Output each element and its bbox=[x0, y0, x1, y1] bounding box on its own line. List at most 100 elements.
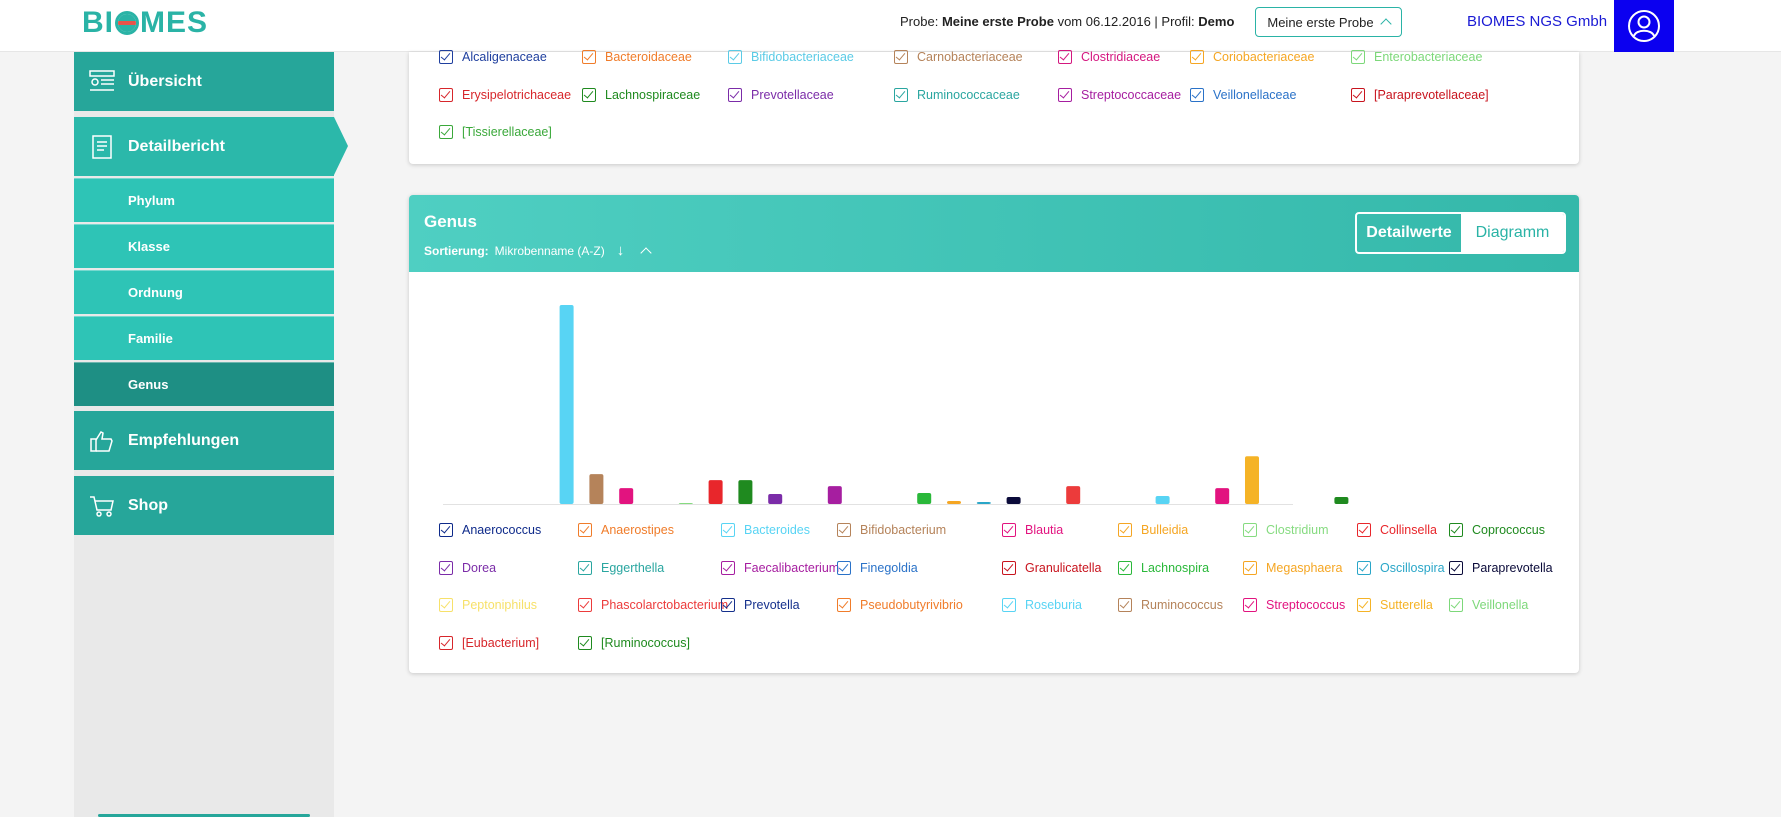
legend-item[interactable]: [Ruminococcus] bbox=[578, 635, 690, 650]
checkbox-checked-icon[interactable] bbox=[894, 87, 908, 102]
checkbox-checked-icon[interactable] bbox=[1351, 50, 1365, 64]
checkbox-checked-icon[interactable] bbox=[578, 560, 592, 575]
legend-item[interactable]: [Tissierellaceae] bbox=[439, 125, 552, 139]
checkbox-checked-icon[interactable] bbox=[1002, 560, 1016, 575]
legend-item[interactable]: Dorea bbox=[439, 560, 496, 575]
checkbox-checked-icon[interactable] bbox=[439, 50, 453, 64]
bar-blautia[interactable] bbox=[619, 488, 634, 504]
sidebar-sub-familie[interactable]: Familie bbox=[74, 316, 334, 360]
sidebar-item-detailbericht[interactable]: Detailbericht bbox=[74, 117, 348, 176]
bar-lachnospira[interactable] bbox=[917, 493, 932, 504]
legend-item[interactable]: Oscillospira bbox=[1357, 560, 1445, 575]
bar-faecalibacterium[interactable] bbox=[827, 486, 842, 504]
legend-item[interactable]: Erysipelotrichaceae bbox=[439, 87, 571, 102]
checkbox-checked-icon[interactable] bbox=[439, 560, 453, 575]
bar-clostridium[interactable] bbox=[678, 503, 693, 504]
legend-item[interactable]: Prevotella bbox=[721, 598, 800, 612]
legend-item[interactable]: Granulicatella bbox=[1002, 560, 1101, 575]
chevron-up-icon[interactable] bbox=[640, 246, 652, 259]
checkbox-checked-icon[interactable] bbox=[721, 560, 735, 575]
bar-phascolarctobacterium[interactable] bbox=[1066, 486, 1081, 504]
bar-megasphaera[interactable] bbox=[947, 501, 961, 504]
biomes-logo[interactable]: BI MES bbox=[82, 6, 209, 39]
legend-item[interactable]: Streptococcaceae bbox=[1058, 87, 1181, 102]
checkbox-checked-icon[interactable] bbox=[1058, 87, 1072, 102]
checkbox-checked-icon[interactable] bbox=[1118, 560, 1132, 575]
checkbox-checked-icon[interactable] bbox=[1118, 598, 1132, 612]
bar-ruminococcus[interactable] bbox=[1334, 497, 1349, 504]
checkbox-checked-icon[interactable] bbox=[1449, 598, 1463, 612]
checkbox-checked-icon[interactable] bbox=[728, 87, 742, 102]
checkbox-checked-icon[interactable] bbox=[1449, 560, 1463, 575]
legend-item[interactable]: Veillonellaceae bbox=[1190, 87, 1296, 102]
legend-item[interactable]: Ruminococcus bbox=[1118, 598, 1223, 612]
checkbox-checked-icon[interactable] bbox=[1118, 523, 1132, 537]
checkbox-checked-icon[interactable] bbox=[1243, 598, 1257, 612]
checkbox-checked-icon[interactable] bbox=[837, 523, 851, 537]
company-name[interactable]: BIOMES NGS Gmbh bbox=[1467, 13, 1608, 30]
legend-item[interactable]: Lachnospira bbox=[1118, 560, 1209, 575]
legend-item[interactable]: Coprococcus bbox=[1449, 523, 1545, 537]
legend-item[interactable]: Peptoniphilus bbox=[439, 598, 537, 612]
bar-paraprevotella[interactable] bbox=[1006, 497, 1021, 504]
legend-item[interactable]: Alcaligenaceae bbox=[439, 50, 547, 64]
sidebar-item-shop[interactable]: Shop bbox=[74, 476, 334, 535]
sidebar-item-uebersicht[interactable]: Übersicht bbox=[74, 52, 334, 111]
bar-sutterella[interactable] bbox=[1245, 456, 1259, 504]
checkbox-checked-icon[interactable] bbox=[578, 598, 592, 612]
checkbox-checked-icon[interactable] bbox=[1357, 523, 1371, 537]
checkbox-checked-icon[interactable] bbox=[1058, 50, 1072, 64]
legend-item[interactable]: Finegoldia bbox=[837, 560, 918, 575]
checkbox-checked-icon[interactable] bbox=[1449, 523, 1463, 537]
checkbox-checked-icon[interactable] bbox=[1002, 598, 1016, 612]
checkbox-checked-icon[interactable] bbox=[1243, 523, 1257, 537]
checkbox-checked-icon[interactable] bbox=[582, 87, 596, 102]
checkbox-checked-icon[interactable] bbox=[894, 50, 908, 64]
sidebar-sub-genus[interactable]: Genus bbox=[74, 362, 334, 406]
legend-item[interactable]: Roseburia bbox=[1002, 598, 1082, 612]
legend-item[interactable]: Bacteroides bbox=[721, 523, 810, 537]
legend-item[interactable]: Streptococcus bbox=[1243, 598, 1345, 612]
checkbox-checked-icon[interactable] bbox=[1190, 87, 1204, 102]
bar-streptococcus[interactable] bbox=[1215, 488, 1230, 504]
checkbox-checked-icon[interactable] bbox=[1243, 560, 1257, 575]
legend-item[interactable]: Clostridiaceae bbox=[1058, 50, 1160, 64]
checkbox-checked-icon[interactable] bbox=[1357, 560, 1371, 575]
legend-item[interactable]: Lachnospiraceae bbox=[582, 87, 700, 102]
checkbox-checked-icon[interactable] bbox=[439, 125, 453, 139]
checkbox-checked-icon[interactable] bbox=[439, 523, 453, 537]
sidebar-item-empfehlungen[interactable]: Empfehlungen bbox=[74, 411, 334, 470]
legend-item[interactable]: Anaerostipes bbox=[578, 523, 674, 537]
legend-item[interactable]: Collinsella bbox=[1357, 523, 1437, 537]
checkbox-checked-icon[interactable] bbox=[1002, 523, 1016, 537]
legend-item[interactable]: Paraprevotella bbox=[1449, 560, 1553, 575]
checkbox-checked-icon[interactable] bbox=[728, 50, 742, 64]
legend-item[interactable]: Coriobacteriaceae bbox=[1190, 50, 1314, 64]
legend-item[interactable]: Phascolarctobacterium bbox=[578, 598, 728, 612]
checkbox-checked-icon[interactable] bbox=[721, 598, 735, 612]
checkbox-checked-icon[interactable] bbox=[439, 598, 453, 612]
checkbox-checked-icon[interactable] bbox=[439, 635, 453, 650]
legend-item[interactable]: [Paraprevotellaceae] bbox=[1351, 87, 1489, 102]
bar-dorea[interactable] bbox=[768, 494, 783, 504]
legend-item[interactable]: Eggerthella bbox=[578, 560, 664, 575]
checkbox-checked-icon[interactable] bbox=[1351, 87, 1365, 102]
legend-item[interactable]: Sutterella bbox=[1357, 598, 1433, 612]
legend-item[interactable]: Ruminococcaceae bbox=[894, 87, 1020, 102]
bar-bacteroides[interactable] bbox=[559, 305, 574, 504]
sidebar-sub-phylum[interactable]: Phylum bbox=[74, 178, 334, 222]
legend-item[interactable]: Pseudobutyrivibrio bbox=[837, 598, 963, 612]
legend-item[interactable]: Bulleidia bbox=[1118, 523, 1188, 537]
sidebar-sub-ordnung[interactable]: Ordnung bbox=[74, 270, 334, 314]
legend-item[interactable]: Megasphaera bbox=[1243, 560, 1342, 575]
legend-item[interactable]: Bifidobacteriaceae bbox=[728, 50, 854, 64]
sidebar-sub-klasse[interactable]: Klasse bbox=[74, 224, 334, 268]
diagramm-button[interactable]: Diagramm bbox=[1460, 214, 1564, 252]
checkbox-checked-icon[interactable] bbox=[837, 560, 851, 575]
legend-item[interactable]: Carnobacteriaceae bbox=[894, 50, 1023, 64]
bar-roseburia[interactable] bbox=[1155, 496, 1170, 504]
user-avatar-button[interactable] bbox=[1614, 0, 1674, 52]
legend-item[interactable]: Bifidobacterium bbox=[837, 523, 946, 537]
checkbox-checked-icon[interactable] bbox=[582, 50, 596, 64]
sort-value[interactable]: Mikrobenname (A-Z) bbox=[494, 243, 605, 258]
